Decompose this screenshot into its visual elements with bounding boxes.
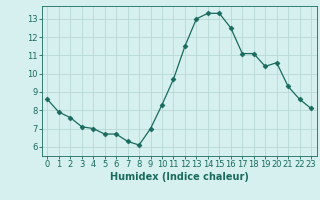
X-axis label: Humidex (Indice chaleur): Humidex (Indice chaleur) [110,172,249,182]
